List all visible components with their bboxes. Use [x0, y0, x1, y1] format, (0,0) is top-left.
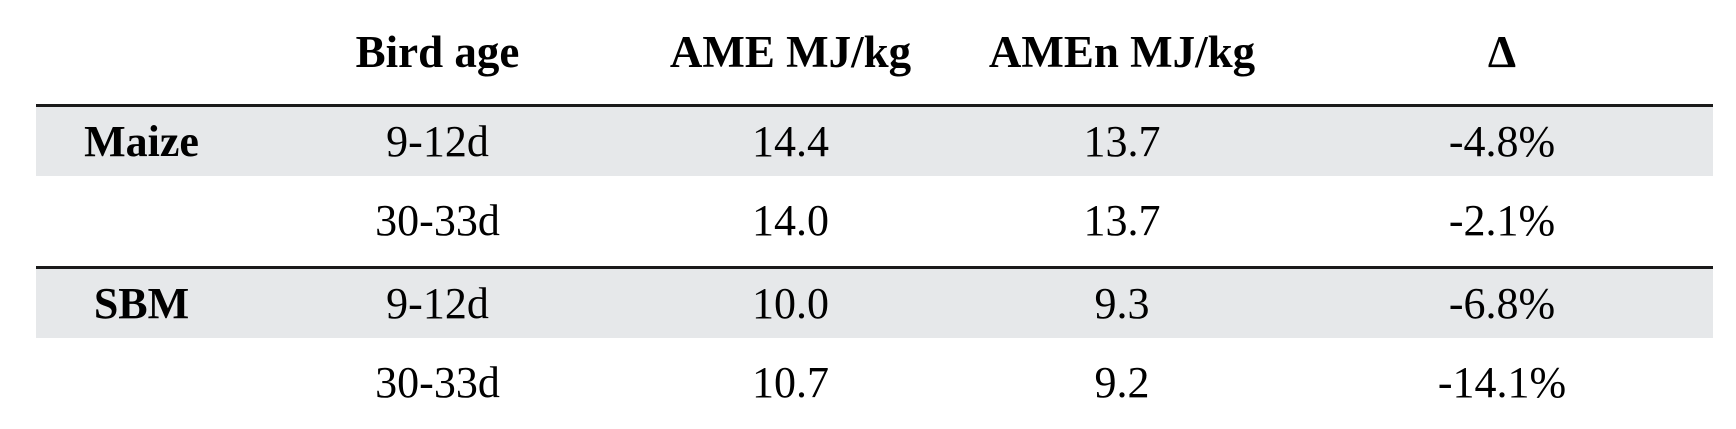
cell-delta: -14.1%	[1437, 358, 1567, 407]
cell-ame: 14.4	[628, 104, 953, 176]
cell-amen: 9.3	[953, 266, 1291, 338]
header-cell-group	[36, 0, 247, 106]
cell-ame: 10.7	[752, 358, 829, 407]
cell-delta: -2.1%	[1448, 196, 1556, 245]
table-row-sbm-30-33d: 30-33d 10.7 9.2 -14.1%	[36, 338, 1713, 428]
cell-amen: 13.7	[1083, 196, 1161, 245]
header-cell-delta: Δ	[1487, 26, 1517, 77]
header-cell-ame: AME MJ/kg	[669, 26, 912, 77]
cell-bird-age: 30-33d	[375, 358, 500, 407]
table-row-maize-9-12d: Maize 9-12d 14.4 13.7 -4.8%	[36, 104, 1713, 176]
cell-amen: 13.7	[953, 104, 1291, 176]
cell-amen: 9.2	[1094, 358, 1150, 407]
cell-group	[36, 338, 247, 428]
cell-bird-age: 30-33d	[375, 196, 500, 245]
table-row-sbm-9-12d: SBM 9-12d 10.0 9.3 -6.8%	[36, 266, 1713, 338]
header-row: Bird age AME MJ/kg AMEn MJ/kg Δ	[36, 0, 1713, 106]
cell-bird-age: 9-12d	[247, 266, 628, 338]
header-cell-amen: AMEn MJ/kg	[988, 26, 1256, 77]
header-cell-bird-age: Bird age	[355, 26, 520, 77]
table-row-maize-30-33d: 30-33d 14.0 13.7 -2.1%	[36, 176, 1713, 268]
cell-bird-age: 9-12d	[247, 104, 628, 176]
cell-delta: -6.8%	[1291, 266, 1713, 338]
cell-ame: 14.0	[752, 196, 829, 245]
cell-group	[36, 176, 247, 268]
table-header: Bird age AME MJ/kg AMEn MJ/kg Δ	[36, 0, 1713, 106]
cell-delta: -4.8%	[1291, 104, 1713, 176]
table-body: Maize 9-12d 14.4 13.7 -4.8% 30-33d 14.0 …	[36, 104, 1713, 429]
cell-group: SBM	[36, 266, 247, 338]
cell-group: Maize	[36, 104, 247, 176]
energy-values-table: Bird age AME MJ/kg AMEn MJ/kg Δ Maize 9-…	[36, 0, 1713, 428]
cell-ame: 10.0	[628, 266, 953, 338]
